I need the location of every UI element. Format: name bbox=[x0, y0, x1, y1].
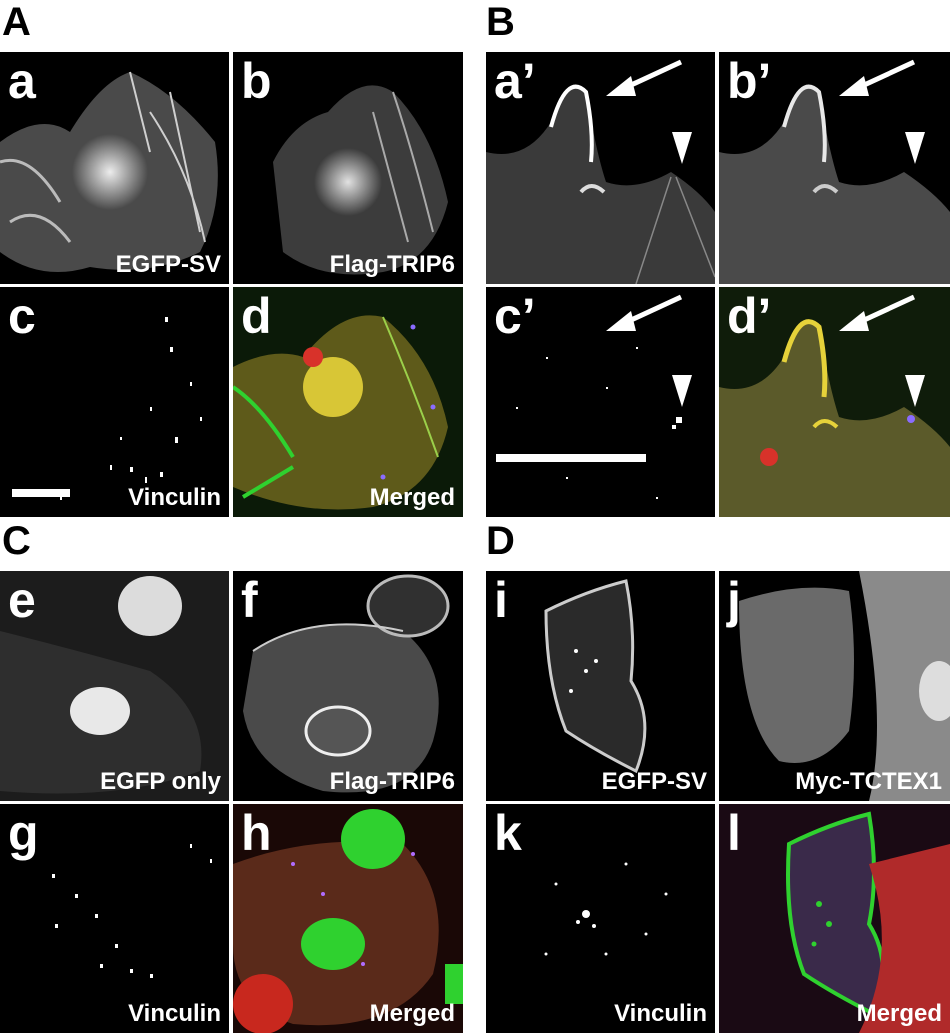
panel-l: l Merged bbox=[719, 804, 950, 1033]
panel-b: b Flag-TRIP6 bbox=[233, 52, 463, 284]
panel-letter: g bbox=[8, 805, 39, 861]
panel-caption: Vinculin bbox=[128, 1000, 221, 1027]
micrograph-a-prime bbox=[486, 59, 715, 284]
micrograph-l bbox=[719, 804, 950, 1033]
micrograph-f bbox=[243, 574, 450, 793]
panel-c-prime: c’ bbox=[486, 287, 715, 517]
panel-b-prime: b’ bbox=[719, 52, 950, 284]
arrowhead-icon bbox=[672, 132, 692, 164]
panel-letter: a bbox=[8, 53, 36, 109]
arrowhead-icon bbox=[672, 375, 692, 407]
panel-letter: h bbox=[241, 805, 272, 861]
micrograph-c bbox=[60, 317, 202, 500]
micrograph-d bbox=[233, 287, 463, 517]
panel-caption: Vinculin bbox=[614, 1000, 707, 1027]
panel-letter: b’ bbox=[727, 53, 772, 109]
panel-letter: c bbox=[8, 288, 36, 344]
panel-letter: d’ bbox=[727, 288, 772, 344]
micrograph-j bbox=[739, 571, 950, 801]
panel-caption: Merged bbox=[369, 1000, 455, 1027]
arrowhead-icon bbox=[905, 132, 925, 164]
scale-bar bbox=[496, 454, 646, 462]
panel-a-prime: a’ bbox=[486, 52, 715, 284]
scale-bar bbox=[12, 489, 70, 497]
micrograph-i bbox=[544, 579, 647, 774]
panel-letter: l bbox=[727, 805, 741, 861]
panel-caption: Flag-TRIP6 bbox=[329, 768, 455, 795]
panel-letter: b bbox=[241, 53, 272, 109]
panel-d: d Merged bbox=[233, 287, 463, 517]
micrograph-k bbox=[544, 862, 668, 956]
panel-letter: e bbox=[8, 572, 36, 628]
panel-letter: f bbox=[241, 572, 258, 628]
panel-d-prime: d’ bbox=[719, 287, 950, 517]
micrograph-a bbox=[0, 71, 218, 272]
panel-letter: c’ bbox=[494, 288, 536, 344]
section-label-C: C bbox=[2, 519, 31, 563]
panel-caption: Myc-TCTEX1 bbox=[795, 768, 942, 795]
panel-h: h Merged bbox=[233, 804, 463, 1033]
panel-letter: j bbox=[727, 572, 741, 628]
panel-letter: k bbox=[494, 805, 522, 861]
micrograph-d-prime bbox=[719, 287, 950, 517]
panel-letter: i bbox=[494, 572, 508, 628]
panel-k: k Vinculin bbox=[486, 804, 715, 1033]
section-label-A: A bbox=[2, 0, 31, 44]
panel-c: c Vinculin bbox=[0, 287, 229, 517]
panel-letter: a’ bbox=[494, 53, 536, 109]
panel-e: e EGFP only bbox=[0, 571, 229, 801]
panel-caption: EGFP-SV bbox=[115, 251, 221, 278]
arrowhead-icon bbox=[905, 375, 925, 407]
panel-letter: d bbox=[241, 288, 272, 344]
panel-i: i EGFP-SV bbox=[486, 571, 715, 801]
micrograph-b-prime bbox=[719, 59, 950, 284]
section-label-D: D bbox=[486, 519, 515, 563]
micrograph-h bbox=[233, 804, 463, 1033]
micrograph-g bbox=[52, 844, 212, 978]
panel-a: a EGFP-SV bbox=[0, 52, 229, 284]
panel-j: j Myc-TCTEX1 bbox=[719, 571, 950, 801]
panel-g: g Vinculin bbox=[0, 804, 229, 1033]
panel-caption: Merged bbox=[856, 1000, 942, 1027]
panel-caption: Vinculin bbox=[128, 484, 221, 511]
micrograph-b bbox=[273, 85, 448, 275]
panel-caption: EGFP-SV bbox=[601, 768, 707, 795]
panel-caption: Flag-TRIP6 bbox=[329, 251, 455, 278]
micrograph-c-prime bbox=[516, 294, 692, 499]
panel-caption: EGFP only bbox=[100, 768, 221, 795]
panel-caption: Merged bbox=[369, 484, 455, 511]
panel-f: f Flag-TRIP6 bbox=[233, 571, 463, 801]
micrograph-e bbox=[0, 571, 229, 801]
section-label-B: B bbox=[486, 0, 515, 44]
